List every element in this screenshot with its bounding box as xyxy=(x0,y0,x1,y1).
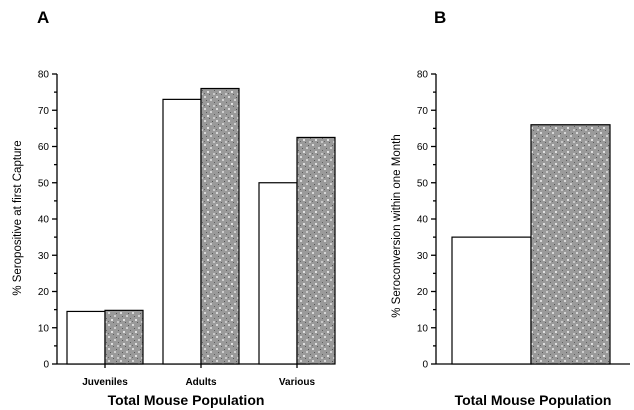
panel-b-y-tick-label: 0 xyxy=(422,360,428,371)
panel-a-y-tick-label: 60 xyxy=(38,142,50,153)
panel-b-x-axis-label: Total Mouse Population xyxy=(455,392,612,408)
panel-a-bar-juveniles-white xyxy=(66,310,106,365)
panel-a-y-tick-label: 0 xyxy=(43,360,49,371)
panel-a-category-labels: Juveniles Adults Various xyxy=(82,364,315,388)
panel-a-x-axis-label: Total Mouse Population xyxy=(108,392,265,408)
panel-a-bar-various-shaded xyxy=(296,136,336,365)
panel-b-bars xyxy=(451,124,611,365)
panel-a-y-tick-label: 30 xyxy=(38,251,50,262)
panel-a-bar-juveniles-shaded xyxy=(104,309,144,365)
panel-b-y-tick-label: 80 xyxy=(417,70,429,81)
panel-a-bars xyxy=(66,87,336,365)
panel-a-y-tick-label: 40 xyxy=(38,215,50,226)
panel-b-bar-shaded xyxy=(530,124,611,365)
panel-a-bar-various-white xyxy=(258,182,298,365)
panel-a-y-axis-label: % Seropositive at first Capture xyxy=(12,140,24,295)
panel-a-y-tick-label: 80 xyxy=(38,70,50,81)
panel-b-y-tick-label: 30 xyxy=(417,251,429,262)
panel-b: B 0 10 20 30 40 50 60 70 80 % Seroconversion wit… xyxy=(391,8,630,408)
panel-b-y-tick-label: 50 xyxy=(417,178,429,189)
panel-a-y-tick-label: 10 xyxy=(38,323,50,334)
panel-a-category-label: Various xyxy=(279,377,316,388)
panel-b-y-tick-label: 40 xyxy=(417,215,429,226)
panel-a-letter: A xyxy=(37,8,49,27)
panel-a-y-tick-label: 50 xyxy=(38,178,50,189)
panel-a-y-tick-label: 20 xyxy=(38,287,50,298)
panel-a: A 0 10 20 30 40 50 60 70 80 Juveniles Adults Vario… xyxy=(12,8,336,408)
panel-b-bar-white xyxy=(451,236,532,365)
panel-b-y-tick-label: 70 xyxy=(417,106,429,117)
panel-b-y-tick-label: 10 xyxy=(417,323,429,334)
panel-a-category-label: Juveniles xyxy=(82,377,128,388)
panel-b-y-tick-label: 20 xyxy=(417,287,429,298)
panel-a-bar-adults-shaded xyxy=(200,87,240,365)
panel-b-y-ticks: 0 10 20 30 40 50 60 70 80 xyxy=(417,70,436,371)
panel-b-y-tick-label: 60 xyxy=(417,142,429,153)
panel-a-bar-adults-white xyxy=(162,98,202,365)
panel-b-letter: B xyxy=(434,8,446,27)
panel-a-y-tick-label: 70 xyxy=(38,106,50,117)
panel-a-category-label: Adults xyxy=(185,377,217,388)
panel-b-y-axis-label: % Seroconversion within one Month xyxy=(391,134,403,317)
panel-a-y-ticks: 0 10 20 30 40 50 60 70 80 xyxy=(38,70,57,371)
